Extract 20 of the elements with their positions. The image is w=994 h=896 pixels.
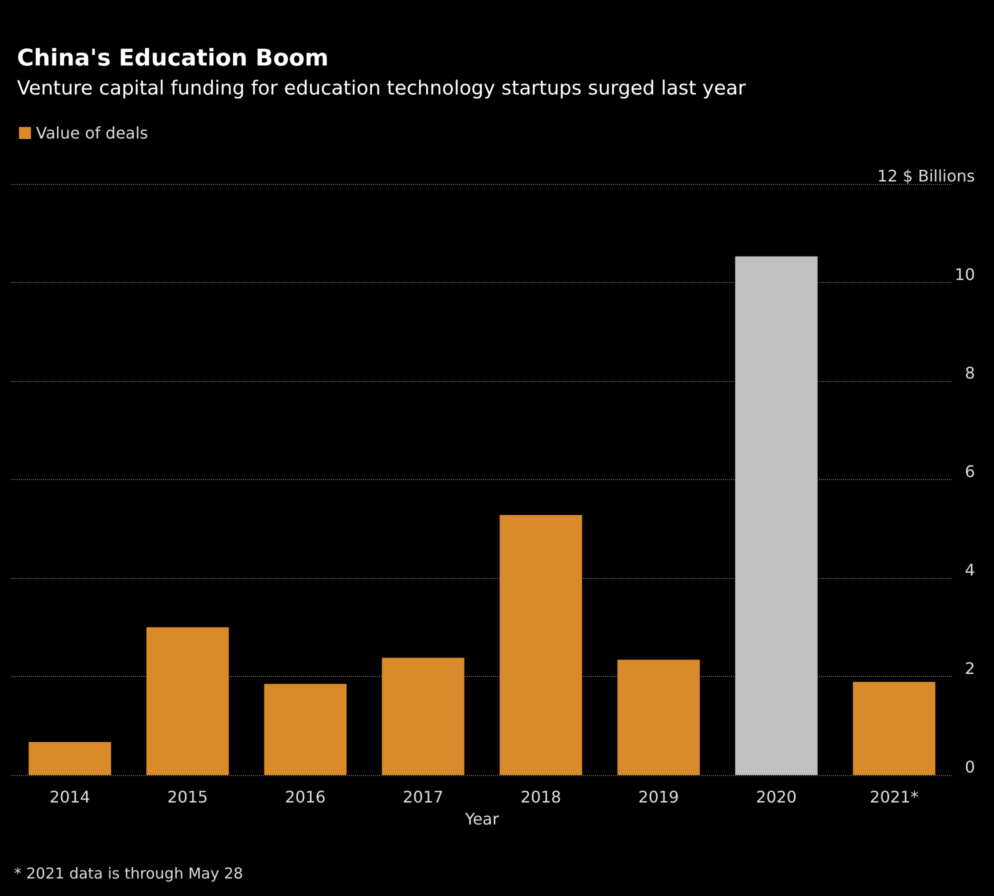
y-tick-label: 12 $ Billions: [877, 166, 975, 186]
x-axis-title: Year: [464, 810, 500, 828]
x-tick-label: 2016: [285, 788, 326, 806]
x-tick-label: 2020: [756, 788, 797, 806]
chart-subtitle: Venture capital funding for education technology startups surged last year: [17, 76, 747, 100]
x-tick-label: 2017: [402, 788, 444, 806]
y-tick-label: 4: [964, 560, 975, 580]
y-tick-label: 2: [964, 659, 975, 678]
x-tick-label: 2018: [520, 788, 562, 806]
x-tick-label: 2019: [638, 788, 679, 806]
x-tick-label: 2021*: [870, 788, 918, 806]
y-tick-label: 6: [964, 462, 975, 481]
y-tick-label: 10: [954, 265, 975, 284]
x-tick-label: 2014: [50, 788, 90, 806]
chart-title: China's Education Boom: [17, 46, 329, 72]
text: * 2021 data is through May 28: [14, 864, 244, 882]
y-tick-label: 0: [964, 758, 975, 776]
legend-label: Value of deals: [36, 124, 148, 142]
y-tick-label: 8: [964, 364, 975, 382]
x-tick-label: 2015: [167, 788, 208, 806]
